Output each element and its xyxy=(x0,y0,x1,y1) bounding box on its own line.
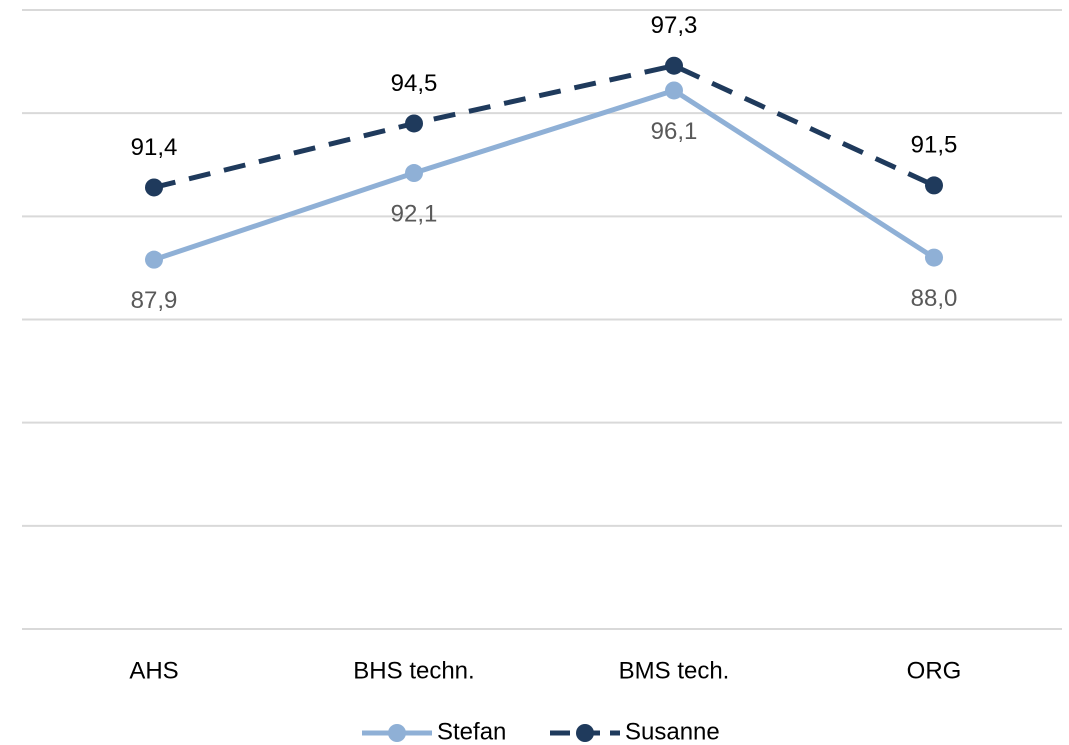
data-point xyxy=(665,81,683,100)
data-point xyxy=(405,114,423,133)
data-point xyxy=(145,250,163,269)
x-tick-label: BHS techn. xyxy=(353,657,474,684)
x-tick-label: BMS tech. xyxy=(619,657,730,684)
data-point xyxy=(405,164,423,183)
data-label: 87,9 xyxy=(131,287,178,314)
data-point xyxy=(145,178,163,197)
data-label: 96,1 xyxy=(651,118,698,145)
legend-label: Stefan xyxy=(437,718,506,745)
legend-marker xyxy=(576,724,594,742)
data-label: 92,1 xyxy=(391,200,438,227)
data-point xyxy=(925,248,943,267)
data-label: 91,4 xyxy=(131,134,178,161)
x-tick-label: ORG xyxy=(907,657,962,684)
data-label: 97,3 xyxy=(651,12,698,39)
data-label: 91,5 xyxy=(911,132,958,159)
legend-label: Susanne xyxy=(625,718,720,745)
legend-marker xyxy=(388,724,406,742)
series-line xyxy=(153,63,936,190)
data-point xyxy=(925,176,943,195)
x-tick-label: AHS xyxy=(129,657,178,684)
data-point xyxy=(665,56,683,75)
data-label: 88,0 xyxy=(911,285,958,312)
series-line xyxy=(153,87,936,263)
data-label: 94,5 xyxy=(391,70,438,97)
